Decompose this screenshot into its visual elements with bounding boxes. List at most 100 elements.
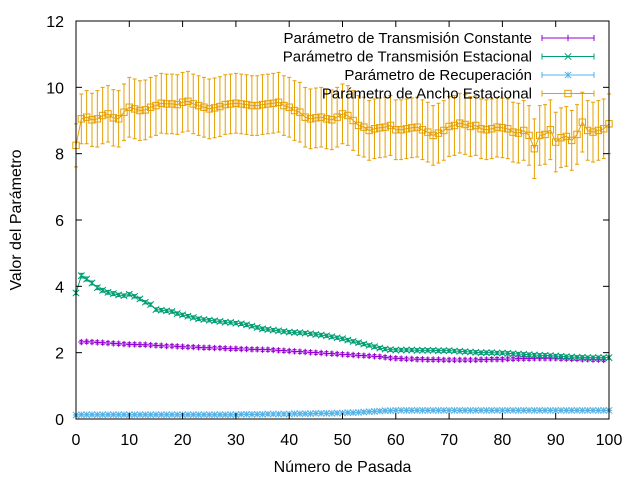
- data-point-marker: [482, 126, 491, 134]
- data-point-marker: [461, 120, 469, 129]
- y-tick-label: 12: [46, 14, 64, 31]
- data-point-marker: [564, 71, 572, 79]
- data-point-marker: [178, 98, 187, 106]
- y-tick-label: 8: [55, 147, 64, 164]
- data-point-marker: [440, 126, 448, 135]
- data-point-marker: [546, 126, 555, 134]
- y-tick-label: 0: [55, 412, 64, 429]
- data-point-marker: [354, 121, 363, 130]
- data-point-marker: [130, 105, 139, 113]
- data-point-marker: [104, 110, 112, 118]
- data-point-marker: [434, 129, 443, 137]
- data-point-marker: [120, 108, 128, 116]
- data-point-marker: [349, 116, 357, 125]
- data-point-marker: [205, 105, 213, 113]
- data-point-marker: [210, 104, 219, 112]
- x-tick-label: 40: [280, 432, 298, 449]
- data-point-marker: [578, 118, 587, 126]
- data-point-marker: [77, 115, 86, 123]
- axes-layer: 0 10 20 30 40 50 60 70 80 90 100 0 2 4 6 8 10 12: [46, 14, 622, 449]
- data-point-marker: [450, 121, 459, 130]
- data-point-marker: [564, 34, 572, 42]
- data-point-marker: [536, 131, 544, 140]
- data-point-marker: [386, 121, 395, 130]
- data-point-marker: [125, 103, 133, 111]
- x-tick-label: 60: [387, 432, 405, 449]
- data-point-marker: [541, 130, 549, 139]
- data-point-marker: [290, 106, 299, 115]
- data-point-marker: [296, 108, 304, 116]
- x-tick-label: 100: [596, 432, 623, 449]
- series-line: [81, 341, 604, 361]
- data-point-marker: [189, 100, 197, 108]
- data-point-marker: [583, 126, 592, 135]
- x-tick-label: 80: [494, 432, 512, 449]
- data-point-marker: [344, 111, 352, 120]
- data-point-marker: [445, 122, 453, 131]
- x-tick-label: 0: [72, 432, 81, 449]
- data-point-marker: [509, 128, 517, 136]
- legend-item: Parámetro de Recuperación: [344, 67, 595, 84]
- series-4: [72, 70, 613, 180]
- data-point-marker: [466, 122, 475, 131]
- data-point-marker: [301, 113, 309, 121]
- legend-label: Parámetro de Transmisión Estacional: [283, 49, 532, 66]
- data-point-marker: [589, 128, 597, 136]
- data-point-marker: [194, 101, 203, 110]
- data-point-marker: [514, 129, 523, 137]
- x-tick-label: 10: [120, 432, 138, 449]
- data-point-marker: [477, 125, 485, 133]
- data-point-marker: [562, 132, 571, 141]
- x-tick-label: 50: [334, 432, 352, 449]
- data-point-marker: [200, 103, 208, 111]
- data-point-marker: [152, 101, 160, 110]
- data-point-marker: [322, 115, 331, 123]
- legend-item: Parámetro de Transmisión Constante: [284, 30, 595, 47]
- data-point-marker: [573, 130, 581, 139]
- data-point-marker: [365, 126, 373, 135]
- data-point-marker: [184, 97, 192, 105]
- data-point-marker: [520, 126, 528, 135]
- data-point-marker: [418, 126, 427, 134]
- legend-item: Parámetro de Transmisión Estacional: [283, 49, 595, 66]
- y-tick-label: 4: [55, 279, 64, 296]
- data-point-marker: [114, 115, 123, 123]
- data-point-marker: [429, 131, 437, 140]
- data-point-marker: [530, 144, 539, 153]
- x-tick-label: 20: [174, 432, 192, 449]
- series-1: [78, 338, 607, 364]
- x-tick-label: 30: [227, 432, 245, 449]
- series-line: [75, 274, 609, 359]
- x-axis-label: Número de Pasada: [274, 459, 412, 476]
- data-point-marker: [82, 113, 91, 121]
- x-tick-label: 70: [440, 432, 458, 449]
- y-tick-label: 6: [55, 213, 64, 230]
- data-point-marker: [525, 131, 533, 140]
- data-point-marker: [488, 125, 496, 133]
- y-tick-label: 10: [46, 80, 64, 97]
- y-axis-label: Valor del Parámetro: [8, 149, 25, 290]
- data-point-marker: [338, 110, 347, 118]
- data-point-marker: [567, 136, 576, 145]
- data-point-marker: [109, 114, 118, 122]
- data-point-marker: [402, 125, 411, 133]
- data-point-marker: [557, 134, 565, 142]
- data-point-marker: [98, 111, 107, 120]
- data-point-marker: [328, 116, 336, 124]
- data-point-marker: [306, 115, 315, 123]
- data-point-marker: [146, 103, 155, 111]
- data-point-marker: [88, 116, 96, 124]
- series-2: [72, 272, 613, 362]
- legend-sample-line: [541, 90, 595, 97]
- data-point-marker: [456, 119, 464, 127]
- data-point-marker: [370, 125, 379, 133]
- y-tick-label: 2: [55, 346, 64, 363]
- data-point-marker: [564, 89, 572, 98]
- series-line: [75, 100, 610, 151]
- data-point-marker: [594, 126, 603, 135]
- data-point-marker: [599, 125, 608, 133]
- data-point-marker: [552, 138, 560, 146]
